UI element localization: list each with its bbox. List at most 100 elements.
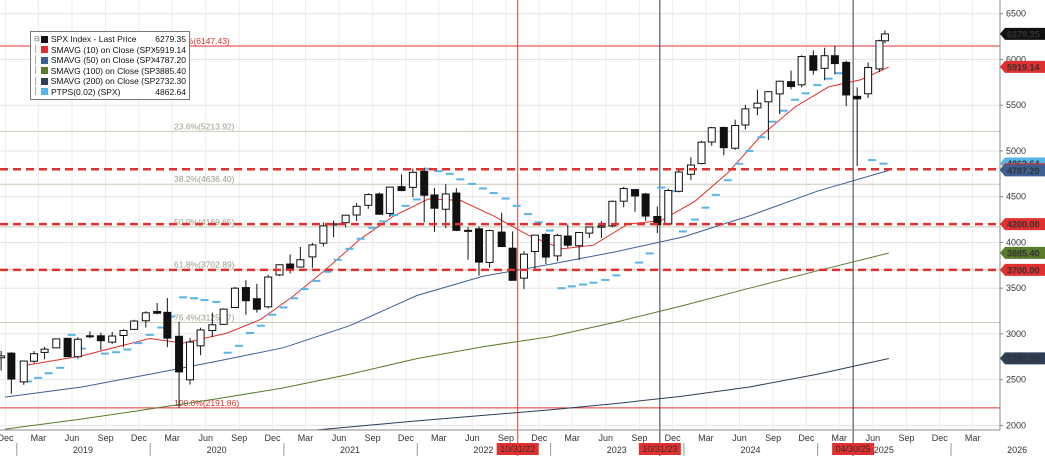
candle-body — [286, 263, 295, 270]
legend-toggle-icon[interactable]: │ — [34, 77, 39, 85]
legend-item: │ SMAVG (200) on Close (SPX) 2732.30 — [34, 76, 186, 87]
x-year-label: 2021 — [340, 445, 360, 455]
y-tick-label: 2000 — [1006, 420, 1026, 430]
candle-body — [775, 80, 784, 95]
x-month-label: Jun — [866, 433, 881, 443]
candle-body — [875, 40, 884, 70]
x-month-label: Jun — [198, 433, 213, 443]
candle-body — [208, 324, 217, 331]
x-month-label: Sep — [365, 433, 381, 443]
y-tick-label: 5500 — [1006, 100, 1026, 110]
candle-body — [485, 230, 494, 263]
candle-body — [296, 259, 305, 268]
legend-label: PTPS(0.02) (SPX) — [51, 86, 121, 97]
candle-body — [175, 335, 184, 373]
value-tag — [1000, 263, 1045, 276]
x-year-label: 2025 — [874, 445, 894, 455]
candle-body — [741, 108, 750, 126]
date-marker-tag — [496, 443, 539, 455]
candle-body — [830, 55, 839, 65]
legend-swatch — [41, 88, 48, 96]
x-month-label: Mar — [298, 433, 314, 443]
candle-body — [452, 192, 461, 231]
value-tags: 6279.355919.144862.644800.004787.204200.… — [1000, 27, 1045, 365]
x-year-label: 2024 — [740, 445, 760, 455]
candle-body — [707, 127, 716, 143]
candle-body — [186, 341, 195, 381]
legend-toggle-icon[interactable]: │ — [34, 67, 39, 75]
x-month-label: Jun — [65, 433, 80, 443]
legend-label: SMAVG (100) on Close (SPX) — [50, 65, 156, 76]
fibonacci-levels: 0.0%(6147.43) 23.6%(5213.92) 38.2%(4636.40… — [0, 36, 1000, 409]
dashed-levels — [0, 168, 1000, 272]
candle-body — [674, 171, 683, 192]
x-year-label: 2026 — [1007, 445, 1027, 455]
candle-body — [553, 234, 562, 257]
legend-toggle-icon[interactable]: │ — [34, 56, 39, 64]
legend-item: │ SMAVG (50) on Close (SPX) 4787.20 — [34, 55, 186, 66]
candle-body — [864, 67, 873, 95]
legend-toggle-icon[interactable]: │ — [34, 88, 39, 96]
candle-body — [541, 233, 550, 258]
candle-body — [697, 141, 706, 165]
legend-value: 5919.14 — [155, 44, 186, 55]
candle-body — [219, 308, 228, 325]
candle-body — [430, 194, 439, 209]
legend-value: 2732.30 — [155, 76, 186, 87]
x-month-label: Dec — [798, 433, 815, 443]
legend-label: SMAVG (200) on Close (SPX) — [50, 76, 156, 87]
candle-body — [880, 33, 889, 42]
legend-item: ⊟ SPX Index - Last Price 6279.35 — [34, 34, 186, 45]
x-month-label: Jun — [732, 433, 747, 443]
candle-body — [820, 55, 829, 69]
legend-value: 6279.35 — [155, 34, 186, 45]
legend-toggle-icon[interactable]: │ — [34, 46, 39, 54]
fib-label: 100.0%(2191.86) — [174, 398, 239, 408]
candle-body — [19, 360, 28, 383]
candle-body — [63, 337, 72, 358]
x-month-label: Dec — [932, 433, 949, 443]
candle-body — [420, 170, 429, 196]
candle-body — [608, 200, 617, 227]
candle-body — [508, 247, 517, 281]
y-tick-label: 4000 — [1006, 237, 1026, 247]
candle-body — [7, 352, 16, 380]
fib-label: 76.4%(3125.37) — [174, 312, 235, 322]
x-month-label: Sep — [98, 433, 114, 443]
candle-body — [264, 276, 273, 308]
date-marker-label: 04/30/25 — [836, 444, 871, 454]
x-month-label: Sep — [898, 433, 914, 443]
candlesticks — [0, 30, 889, 408]
x-year-label: 2019 — [73, 445, 93, 455]
legend-swatch — [40, 77, 48, 85]
candle-body — [352, 205, 361, 216]
date-marker-label: 10/31/22 — [500, 444, 535, 454]
legend-item: │ PTPS(0.02) (SPX) 4862.64 — [34, 87, 186, 98]
x-month-label: Mar — [831, 433, 847, 443]
fib-label: 38.2%(4636.40) — [174, 174, 235, 184]
value-tag — [1000, 27, 1045, 40]
candle-body — [153, 311, 162, 314]
legend-toggle-icon[interactable]: ⊟ — [34, 36, 40, 44]
y-tick-label: 3000 — [1006, 329, 1026, 339]
x-month-label: Jun — [465, 433, 480, 443]
ptps-markers — [23, 72, 888, 383]
legend-label: SMAVG (10) on Close (SPX) — [50, 44, 156, 55]
y-tick-label: 3500 — [1006, 283, 1026, 293]
value-tag — [1000, 246, 1045, 259]
y-tick-label: 2500 — [1006, 375, 1026, 385]
x-month-label: Mar — [564, 433, 580, 443]
candle-body — [241, 287, 250, 302]
fib-label: 23.6%(5213.92) — [174, 121, 235, 131]
x-year-label: 2020 — [207, 445, 227, 455]
series-line — [27, 66, 890, 366]
value-tag-label: 4787.20 — [1007, 166, 1040, 176]
candle-body — [196, 329, 205, 347]
x-month-label: Jun — [599, 433, 614, 443]
x-month-label: Sep — [765, 433, 781, 443]
legend-item: │ SMAVG (10) on Close (SPX) 5919.14 — [34, 45, 186, 56]
date-marker-label: 10/31/23 — [642, 444, 677, 454]
candle-body — [230, 287, 239, 308]
legend-swatch — [40, 56, 48, 64]
